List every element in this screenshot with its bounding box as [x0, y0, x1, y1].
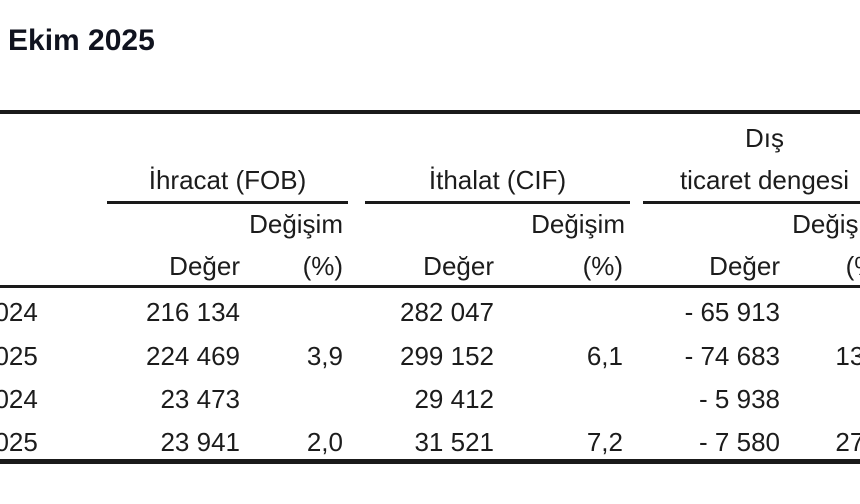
export-value-cell: 224 469 — [146, 341, 240, 371]
import-value-cell: 31 521 — [414, 427, 494, 457]
export-value-cell: 23 941 — [160, 427, 240, 457]
balance-change-label: Değişim — [792, 209, 860, 239]
import-change-cell: 7,2 — [586, 427, 623, 457]
export-change-cell: 2,0 — [306, 427, 343, 457]
balance-percent-header: (%) — [845, 251, 860, 281]
table-bottom-border — [0, 459, 860, 464]
exports-group-underline — [107, 201, 348, 204]
balance-value-cell: - 74 683 — [684, 341, 780, 371]
balance-group-header-line1: Dış — [745, 123, 784, 153]
exports-value-header: Değer — [169, 251, 240, 281]
imports-change-label: Değişim — [531, 209, 625, 239]
balance-value-cell: - 7 580 — [699, 427, 780, 457]
header-separator-line — [0, 285, 860, 288]
export-value-cell: 23 473 — [160, 384, 240, 414]
balance-group-header-line2: ticaret dengesi — [679, 165, 850, 195]
imports-value-header: Değer — [423, 251, 494, 281]
import-value-cell: 282 047 — [400, 297, 494, 327]
import-value-cell: 299 152 — [400, 341, 494, 371]
balance-change-cell: 13,3 — [835, 341, 860, 371]
table-top-border — [0, 110, 860, 114]
imports-percent-header: (%) — [582, 251, 623, 281]
balance-value-header: Değer — [709, 251, 780, 281]
import-value-cell: 29 412 — [414, 384, 494, 414]
row-period-label: 2025 — [0, 341, 38, 371]
import-change-cell: 6,1 — [586, 341, 623, 371]
export-change-cell: 3,9 — [306, 341, 343, 371]
balance-value-cell: - 65 913 — [684, 297, 780, 327]
imports-group-underline — [365, 201, 630, 204]
page-title: Ekim 2025 — [8, 24, 155, 57]
balance-group-underline — [643, 201, 860, 204]
export-value-cell: 216 134 — [146, 297, 240, 327]
row-period-label: 2025 — [0, 427, 38, 457]
exports-percent-header: (%) — [302, 251, 343, 281]
balance-value-cell: - 5 938 — [699, 384, 780, 414]
imports-group-header: İthalat (CIF) — [428, 165, 567, 195]
row-period-label: 2024 — [0, 384, 38, 414]
row-period-label: 2024 — [0, 297, 38, 327]
exports-change-label: Değişim — [249, 209, 343, 239]
exports-group-header: İhracat (FOB) — [148, 165, 307, 195]
balance-change-cell: 27,7 — [835, 427, 860, 457]
